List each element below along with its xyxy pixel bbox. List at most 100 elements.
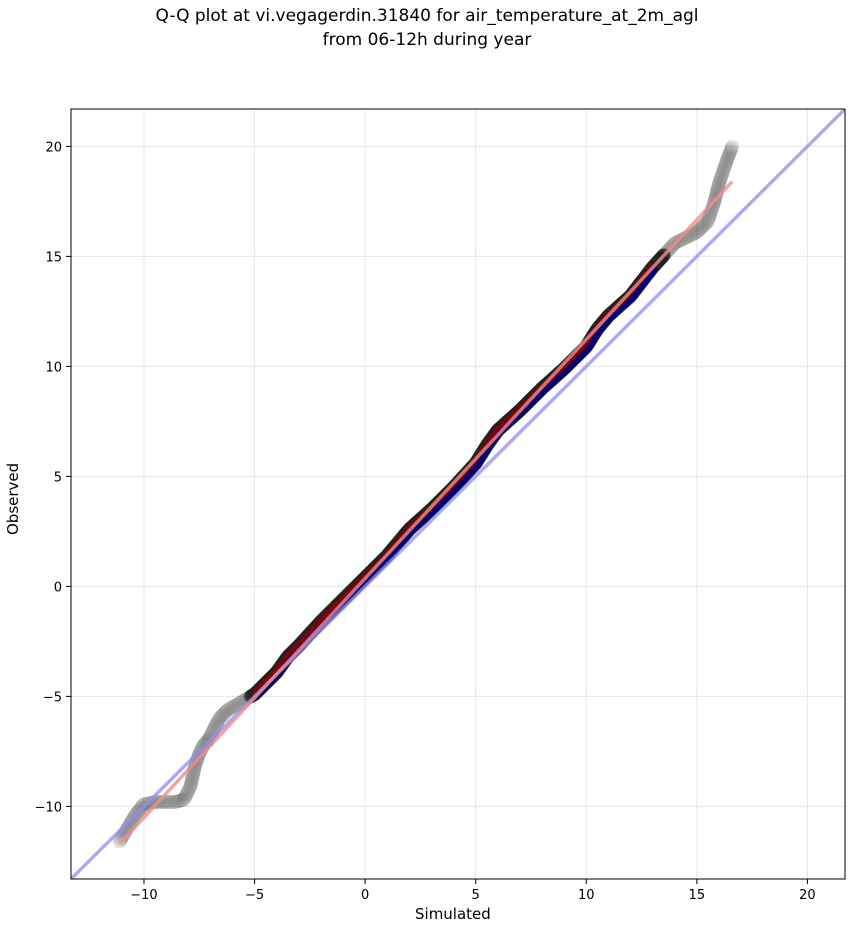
fit-line <box>118 180 734 845</box>
quantile-point <box>724 142 739 157</box>
quantile-point <box>211 712 226 727</box>
quantile-point <box>220 703 234 718</box>
quantile-point <box>230 697 244 712</box>
quantile-point <box>155 795 169 809</box>
quantile-point <box>216 707 230 722</box>
quantile-point <box>171 794 186 808</box>
quantile-point <box>227 699 242 713</box>
quantile-point <box>169 794 184 809</box>
quantile-point <box>186 768 200 783</box>
quantile-point <box>170 794 185 809</box>
quantile-point <box>219 704 233 719</box>
quantile-point <box>693 221 708 236</box>
x-axis-label: Simulated <box>415 905 491 923</box>
quantile-point <box>690 224 705 239</box>
quantile-point <box>183 779 198 794</box>
quantile-point <box>183 778 198 793</box>
quantile-point <box>698 216 713 231</box>
quantile-point <box>702 210 717 224</box>
quantile-point <box>714 169 729 184</box>
quantile-point <box>177 791 192 806</box>
quantile-point <box>184 775 199 790</box>
quantile-point <box>696 218 711 233</box>
quantile-point <box>180 786 195 801</box>
quantile-point <box>214 709 229 724</box>
y-tick-label: 5 <box>54 470 62 485</box>
quantile-point <box>165 795 179 809</box>
quantile-point <box>695 219 710 234</box>
quantile-point <box>700 214 715 229</box>
quantile-point <box>223 701 238 716</box>
quantile-point <box>721 150 736 165</box>
quantile-point <box>719 155 733 170</box>
y-tick-label: −10 <box>35 800 62 815</box>
quantile-point <box>715 165 730 180</box>
x-tick-label: 10 <box>578 888 595 903</box>
quantile-point <box>722 146 737 161</box>
quantile-point <box>720 151 735 166</box>
quantile-point <box>114 830 129 845</box>
x-tick-label: 5 <box>472 888 480 903</box>
quantile-point <box>217 706 231 721</box>
quantile-point <box>718 157 733 171</box>
quantile-point <box>722 147 737 162</box>
quantile-point <box>689 225 704 240</box>
quantile-point <box>212 711 227 726</box>
quantile-point <box>182 782 196 797</box>
quantile-point <box>224 700 239 715</box>
quantile-point <box>711 179 726 194</box>
quantile-point <box>721 148 736 163</box>
quantile-point <box>694 220 709 235</box>
quantile-point <box>184 776 198 791</box>
quantile-point <box>692 222 707 237</box>
chart-title: Q-Q plot at vi.vegagerdin.31840 for air_… <box>155 6 699 26</box>
quantile-point <box>213 710 228 725</box>
quantile-point <box>191 748 206 762</box>
y-tick-label: −5 <box>43 690 62 705</box>
quantile-point <box>222 701 237 716</box>
quantile-point <box>724 140 739 155</box>
quantile-point <box>674 233 689 247</box>
quantile-point <box>221 702 235 717</box>
quantile-point <box>716 162 731 177</box>
plot-frame <box>70 108 846 880</box>
quantile-point <box>186 766 201 781</box>
quantile-point <box>701 212 716 227</box>
y-tick-label: 10 <box>45 360 62 375</box>
quantile-point <box>218 705 232 720</box>
quantile-point <box>711 178 726 193</box>
quantile-point <box>723 143 738 158</box>
x-tick-label: −5 <box>245 888 264 903</box>
chart-subtitle: from 06-12h during year <box>322 30 532 50</box>
quantile-point <box>185 769 200 784</box>
quantile-point <box>706 198 721 213</box>
one-to-one-line <box>71 109 845 879</box>
quantile-point <box>712 175 727 190</box>
x-tick-label: 20 <box>799 888 816 903</box>
quantile-point <box>713 172 728 187</box>
quantile-point <box>181 783 196 798</box>
quantile-point <box>184 774 199 788</box>
quantile-point <box>182 781 197 795</box>
quantile-point <box>210 715 225 730</box>
density-overlay <box>250 263 658 700</box>
quantile-point <box>215 708 230 723</box>
quantile-point <box>178 790 193 805</box>
quantile-point <box>209 716 224 731</box>
quantile-point <box>691 223 706 238</box>
quantile-point <box>714 168 729 183</box>
y-tick-label: 0 <box>54 580 62 595</box>
quantile-point <box>168 795 182 809</box>
quantile-point <box>179 787 194 802</box>
y-tick-label: 15 <box>45 250 62 265</box>
quantile-point <box>163 795 178 809</box>
quantile-point <box>699 215 714 230</box>
x-tick-label: 15 <box>689 888 706 903</box>
x-tick-label: 0 <box>361 888 369 903</box>
quantile-point <box>712 174 727 188</box>
quantile-point <box>174 793 189 808</box>
y-tick-label: 20 <box>45 140 62 155</box>
plot-area <box>71 109 845 879</box>
quantile-point <box>210 714 225 728</box>
